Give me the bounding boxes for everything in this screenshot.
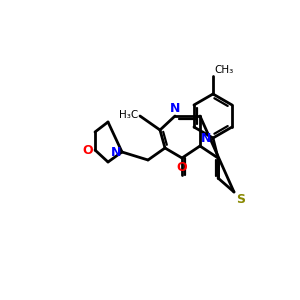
Text: N: N (201, 132, 211, 145)
Text: O: O (82, 143, 93, 157)
Text: N: N (170, 102, 180, 115)
Text: CH₃: CH₃ (214, 65, 233, 75)
Text: O: O (177, 161, 187, 174)
Text: N: N (111, 146, 121, 158)
Text: H₃C: H₃C (119, 110, 138, 120)
Text: S: S (236, 193, 245, 206)
